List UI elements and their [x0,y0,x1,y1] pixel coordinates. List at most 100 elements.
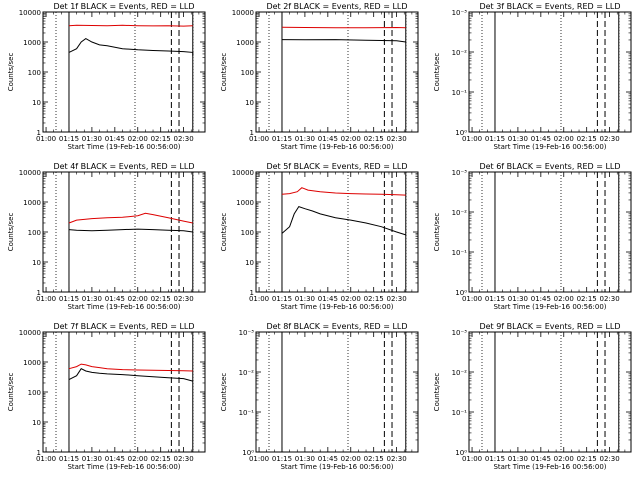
y-tick-label: 10⁰ [455,449,467,457]
x-tick-label: 01:15 [59,135,79,143]
x-axis-label: Start Time (19-Feb-16 00:56:00) [67,463,180,471]
y-tick-label: 10⁰ [242,449,254,457]
panel-title: Det 1f BLACK = Events, RED = LLD [53,2,194,11]
panel-title: Det 5f BLACK = Events, RED = LLD [266,162,407,171]
y-tick-label: 10⁻² [239,369,255,377]
x-tick-label: 01:30 [295,295,315,303]
y-tick-label: 10⁻¹ [452,89,468,97]
y-tick-label: 10000 [19,329,41,337]
panel-9: Det 9f BLACK = Events, RED = LLD 10⁰ 10⁻¹ 1… [433,322,632,471]
y-tick-label: 10 [32,99,41,107]
x-tick-label: 02:00 [128,135,148,143]
x-tick-label: 02:30 [387,455,407,463]
x-tick-label: 01:00 [36,455,56,463]
y-axis-label: Counts/sec [7,53,15,92]
x-tick-label: 02:15 [577,455,597,463]
panel-3: Det 3f BLACK = Events, RED = LLD 10⁰ 10⁻¹ 1… [433,2,632,151]
y-tick-label: 10⁻² [452,209,468,217]
x-tick-label: 02:15 [577,135,597,143]
series-events-line [68,228,193,233]
y-tick-label: 1000 [23,359,41,367]
x-tick-label: 01:00 [462,455,482,463]
y-axis-label: Counts/sec [220,213,228,252]
panel-title: Det 3f BLACK = Events, RED = LLD [479,2,620,11]
x-tick-label: 01:15 [59,455,79,463]
x-tick-label: 02:30 [387,295,407,303]
x-tick-label: 02:30 [600,455,620,463]
plot-frame [42,11,206,133]
y-tick-label: 10⁻² [452,369,468,377]
panel-5: Det 5f BLACK = Events, RED = LLD 1 10 100 10… [220,162,419,311]
y-tick-label: 10⁻¹ [239,409,255,417]
y-tick-label: 10000 [232,9,254,17]
y-tick-label: 10⁻³ [452,329,468,337]
panel-title: Det 7f BLACK = Events, RED = LLD [53,322,194,331]
y-tick-label: 10⁻³ [239,329,255,337]
x-tick-label: 01:00 [462,135,482,143]
y-tick-label: 100 [28,229,41,237]
plot-frame [255,11,419,133]
panel-title: Det 8f BLACK = Events, RED = LLD [266,322,407,331]
x-tick-label: 02:00 [128,455,148,463]
y-tick-label: 10 [245,259,254,267]
x-tick-label: 01:00 [36,135,56,143]
x-tick-label: 01:30 [82,135,102,143]
x-tick-label: 01:30 [82,295,102,303]
x-tick-label: 01:30 [508,455,528,463]
y-tick-label: 1000 [23,199,41,207]
series-lld-line [68,212,193,224]
x-tick-label: 01:45 [105,135,125,143]
x-tick-label: 02:00 [128,295,148,303]
x-tick-label: 01:15 [272,455,292,463]
x-tick-label: 01:00 [249,135,269,143]
x-tick-label: 01:15 [272,295,292,303]
y-tick-label: 1000 [236,199,254,207]
x-tick-label: 01:45 [318,455,338,463]
x-tick-label: 02:15 [364,295,384,303]
plot-frame [42,171,206,293]
series-events-line [281,39,406,43]
x-tick-label: 01:45 [531,135,551,143]
y-tick-label: 10⁻² [452,49,468,57]
y-tick-label: 10000 [232,169,254,177]
panel-title: Det 9f BLACK = Events, RED = LLD [479,322,620,331]
x-tick-label: 02:30 [174,135,194,143]
x-tick-label: 01:30 [295,455,315,463]
x-tick-label: 02:00 [554,295,574,303]
x-tick-label: 02:15 [151,455,171,463]
y-tick-label: 1 [37,289,41,297]
y-tick-label: 10000 [19,169,41,177]
x-tick-label: 02:15 [577,295,597,303]
x-tick-label: 01:30 [508,135,528,143]
y-tick-label: 100 [241,69,254,77]
x-tick-label: 02:15 [151,135,171,143]
x-tick-label: 02:30 [600,295,620,303]
plot-frame [468,171,632,293]
y-tick-label: 1 [37,129,41,137]
y-tick-label: 10 [32,419,41,427]
x-tick-label: 01:45 [318,295,338,303]
panel-title: Det 2f BLACK = Events, RED = LLD [266,2,407,11]
y-tick-label: 10⁻³ [452,169,468,177]
y-axis-label: Counts/sec [7,213,15,252]
y-tick-label: 10⁻¹ [452,249,468,257]
y-tick-label: 1 [37,449,41,457]
plot-frame [255,171,419,293]
x-tick-label: 01:45 [105,295,125,303]
x-tick-label: 02:00 [341,455,361,463]
series-events-line [281,205,406,236]
x-tick-label: 01:45 [318,135,338,143]
x-tick-label: 01:00 [36,295,56,303]
x-tick-label: 02:00 [341,135,361,143]
y-axis-label: Counts/sec [433,53,441,92]
x-tick-label: 01:15 [485,135,505,143]
x-tick-label: 01:15 [485,455,505,463]
panel-4: Det 4f BLACK = Events, RED = LLD 1 10 100 10… [7,162,206,311]
y-axis-label: Counts/sec [220,53,228,92]
x-tick-label: 01:45 [531,295,551,303]
panel-title: Det 4f BLACK = Events, RED = LLD [53,162,194,171]
y-tick-label: 100 [28,69,41,77]
x-tick-label: 02:15 [364,455,384,463]
x-axis-label: Start Time (19-Feb-16 00:56:00) [280,303,393,311]
y-axis-label: Counts/sec [220,373,228,412]
